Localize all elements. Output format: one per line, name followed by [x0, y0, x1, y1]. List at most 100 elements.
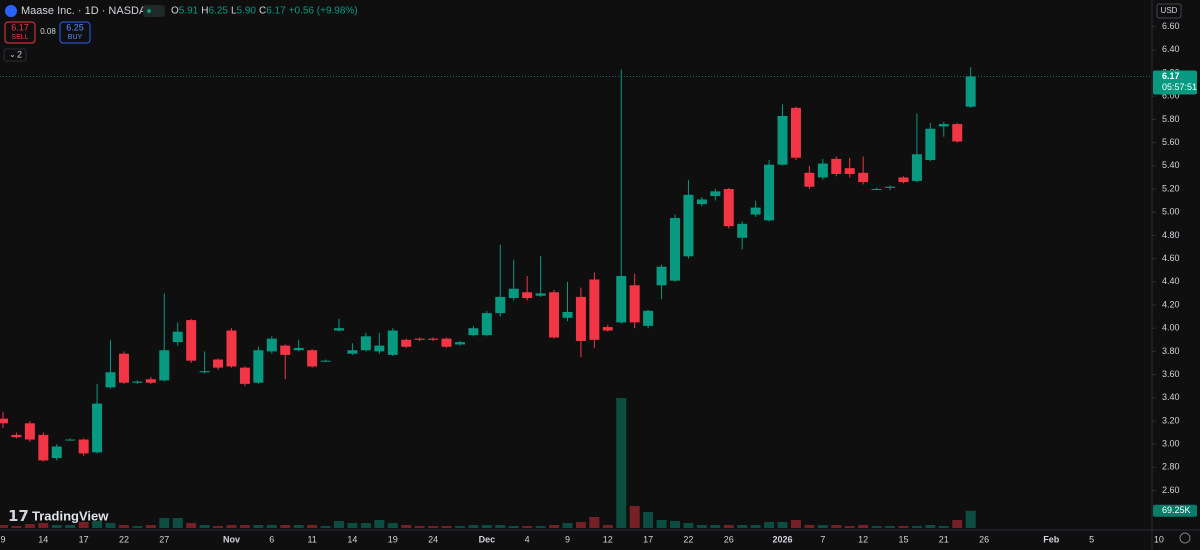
volume-bar [24, 524, 35, 528]
y-tick-label: 2.80 [1162, 462, 1180, 472]
volume-bar [898, 526, 909, 528]
volume-bar [575, 522, 586, 528]
candle-body [307, 350, 318, 367]
sell-button[interactable] [4, 21, 36, 44]
brand: TradingView [32, 508, 109, 523]
candle-body [777, 115, 788, 165]
volume-bar [549, 525, 560, 528]
buy-price: 6.25 [66, 22, 84, 32]
y-tick-label: 3.20 [1162, 415, 1180, 425]
countdown: 05:57:51 [1162, 82, 1197, 92]
volume-bar [670, 521, 680, 528]
candle-body [858, 172, 869, 183]
last-price-box [1153, 70, 1197, 95]
sell-label: SELL [11, 34, 28, 41]
x-tick-label: 14 [38, 534, 48, 544]
x-tick-label: 26 [724, 534, 734, 544]
candle-body [213, 359, 224, 368]
x-tick-label: 21 [939, 534, 949, 544]
candle-body [132, 381, 143, 383]
volume-bar [885, 526, 896, 528]
candle-body [683, 194, 694, 257]
candle-body [925, 128, 936, 161]
volume-bar [307, 525, 318, 528]
x-tick-label: 17 [643, 534, 653, 544]
volume-label-box [1153, 504, 1197, 517]
volume-bar [965, 510, 976, 528]
candle-body [360, 336, 371, 351]
candle-body [656, 266, 667, 286]
y-tick-label: 3.00 [1162, 439, 1180, 449]
x-tick-label: 14 [347, 534, 357, 544]
y-tick-label: 3.80 [1162, 346, 1180, 356]
volume-bar [172, 518, 183, 528]
volume-bar [441, 526, 452, 528]
y-tick-label: 5.00 [1162, 207, 1180, 217]
x-tick-label: 6 [269, 534, 274, 544]
candle-body [414, 338, 425, 340]
settings-button[interactable] [1179, 532, 1191, 544]
x-tick-label: 15 [898, 534, 908, 544]
candle-body [65, 439, 76, 441]
indicator-toggle[interactable] [3, 48, 27, 62]
candle-body [239, 367, 250, 384]
volume-bar [226, 525, 237, 528]
candle-body [481, 313, 492, 336]
candle-body [643, 310, 654, 326]
volume-bar [360, 523, 371, 528]
candle-body [159, 350, 170, 381]
x-tick-label: 12 [858, 534, 868, 544]
y-tick-label: 4.40 [1162, 276, 1180, 286]
candle-body [737, 223, 748, 238]
candle-body [145, 379, 156, 383]
buy-button[interactable] [59, 21, 91, 44]
candle-body [885, 186, 896, 188]
y-tick-label: 5.80 [1162, 114, 1180, 124]
candle-body [898, 177, 909, 183]
candle-body [817, 163, 828, 178]
candle-body [750, 207, 761, 215]
candle-body [172, 331, 183, 343]
y-tick-label: 2.60 [1162, 485, 1180, 495]
status-button[interactable] [143, 5, 165, 17]
symbol-title: Maase Inc. · 1D · NASDAQ [21, 5, 155, 17]
x-tick-label: 22 [119, 534, 129, 544]
volume-bar [239, 525, 250, 528]
x-tick-label: 27 [159, 534, 169, 544]
volume-bar [589, 517, 600, 528]
symbol-logo [5, 5, 17, 17]
volume-bar [831, 525, 842, 528]
x-tick-label: 19 [388, 534, 398, 544]
candle-body [844, 168, 855, 174]
x-tick-label: 2026 [773, 534, 793, 544]
spread: 0.08 [40, 27, 56, 36]
candle-body [374, 345, 385, 352]
volume-bar [414, 526, 425, 528]
candle-body [78, 439, 89, 454]
currency-button[interactable] [1156, 3, 1182, 19]
volume-bar [764, 522, 775, 528]
candle-body [320, 360, 331, 362]
candle-body [51, 446, 62, 459]
ohlc-value: 5.91 [179, 6, 199, 17]
volume-bar [213, 526, 224, 528]
candle-body [24, 423, 35, 440]
volume-bar [454, 526, 465, 528]
candle-body [764, 164, 775, 221]
candle-body [266, 338, 277, 352]
volume-bar [92, 521, 103, 528]
sell-price: 6.17 [11, 22, 29, 32]
volume-bar [616, 398, 627, 528]
volume-bar [51, 525, 62, 528]
x-tick-label: 10 [1154, 534, 1164, 544]
x-tick-label: 9 [0, 534, 5, 544]
volume-bar [643, 512, 654, 528]
candle-body [428, 338, 439, 340]
ohlc-key: H [201, 6, 208, 17]
candle-body [508, 288, 519, 299]
volume-bar [952, 520, 963, 528]
volume-bar [266, 525, 277, 528]
volume-bar [374, 520, 385, 528]
candle-body [965, 76, 976, 107]
